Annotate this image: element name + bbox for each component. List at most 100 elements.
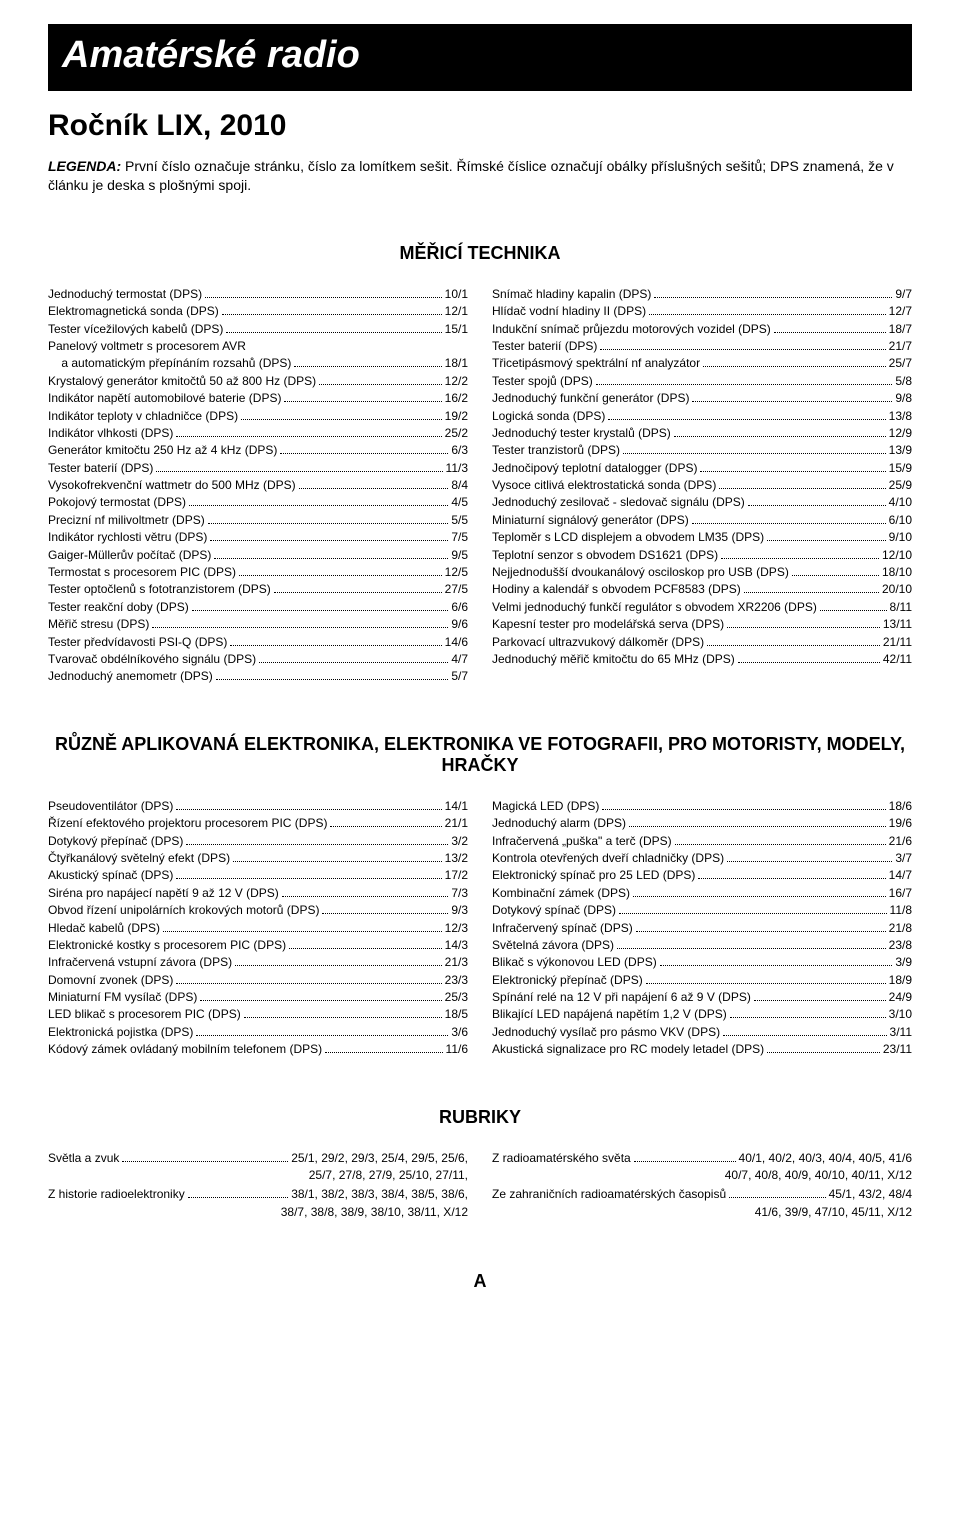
toc-entry-page: 3/11 [890,1024,912,1041]
toc-entry-label: Pseudoventilátor (DPS) [48,798,173,815]
toc-entry-label: Vysoce citlivá elektrostatická sonda (DP… [492,477,716,494]
toc-entry: a automatickým přepínáním rozsahů (DPS) … [48,355,468,372]
toc-dots [654,297,892,298]
toc-entry: Krystalový generátor kmitočtů 50 až 800 … [48,373,468,390]
toc-entry: Precizní nf milivoltmetr (DPS) 5/5 [48,512,468,529]
footer-letter: A [48,1271,912,1292]
rubriky-pages: 40/1, 40/2, 40/3, 40/4, 40/5, 41/6 [739,1150,912,1167]
rubriky-pages: 38/1, 38/2, 38/3, 38/4, 38/5, 38/6, [291,1186,468,1203]
toc-entry-page: 3/10 [889,1006,912,1023]
toc-entry-page: 25/7 [889,355,912,372]
toc-entry: Vysoce citlivá elektrostatická sonda (DP… [492,477,912,494]
toc-entry-page: 9/5 [451,547,468,564]
toc-entry-page: 18/7 [889,321,912,338]
toc-entry-page: 3/9 [895,954,912,971]
toc-entry: Jednoduchý tester krystalů (DPS) 12/9 [492,425,912,442]
toc-entry-label: Jednočipový teplotní datalogger (DPS) [492,460,697,477]
rubriky-pages-cont: 25/7, 27/8, 27/9, 25/10, 27/11, [48,1167,468,1184]
toc-entry-label: Miniaturní signálový generátor (DPS) [492,512,689,529]
toc-entry: Gaiger-Müllerův počítač (DPS) 9/5 [48,547,468,564]
toc-dots [282,896,449,897]
toc-entry-label: Akustická signalizace pro RC modely leta… [492,1041,764,1058]
toc-dots [727,627,880,628]
toc-entry-label: Krystalový generátor kmitočtů 50 až 800 … [48,373,316,390]
toc-entry-page: 23/3 [445,972,468,989]
toc-dots [623,453,886,454]
toc-dots [767,1052,880,1053]
toc-entry-label: Termostat s procesorem PIC (DPS) [48,564,236,581]
toc-entry-label: Hledač kabelů (DPS) [48,920,160,937]
toc-dots [792,575,879,576]
toc-dots [646,983,886,984]
toc-entry-label: Tester reakční doby (DPS) [48,599,189,616]
toc-entry: Dotykový přepínač (DPS) 3/2 [48,833,468,850]
toc-dots [619,913,886,914]
toc-dots [163,931,442,932]
rubriky-lead: Z historie radioelektroniky [48,1186,185,1203]
toc-entry-page: 14/7 [889,867,912,884]
toc-dots [325,1052,442,1053]
toc-dots [767,540,886,541]
toc-dots [222,314,442,315]
toc-entry-label: Elektromagnetická sonda (DPS) [48,303,219,320]
toc-entry: Magická LED (DPS) 18/6 [492,798,912,815]
toc-entry: Generátor kmitočtu 250 Hz až 4 kHz (DPS)… [48,442,468,459]
toc-dots [649,314,886,315]
toc-entry-page: 12/3 [445,920,468,937]
toc-entry: Indikátor rychlosti větru (DPS) 7/5 [48,529,468,546]
toc-entry: Siréna pro napájecí napětí 9 až 12 V (DP… [48,885,468,902]
toc-entry-page: 24/9 [889,989,912,1006]
toc-entry: Tester tranzistorů (DPS) 13/9 [492,442,912,459]
rubriky-pages-cont: 38/7, 38/8, 38/9, 38/10, 38/11, X/12 [48,1204,468,1221]
toc-entry: Indukční snímač průjezdu motorových vozi… [492,321,912,338]
toc-entry-page: 23/11 [883,1041,912,1058]
toc-entry-label: Teploměr s LCD displejem a obvodem LM35 … [492,529,764,546]
toc-entry-page: 3/2 [451,833,468,850]
toc-entry-page: 16/7 [889,885,912,902]
toc-entry: Elektronický přepínač (DPS) 18/9 [492,972,912,989]
toc-entry: LED blikač s procesorem PIC (DPS) 18/5 [48,1006,468,1023]
toc-entry-label: Jednoduchý funkční generátor (DPS) [492,390,689,407]
toc-entry: Spínání relé na 12 V při napájení 6 až 9… [492,989,912,1006]
toc-entry-page: 21/7 [889,338,912,355]
toc-dots [707,645,880,646]
toc-entry-page: 13/2 [445,850,468,867]
toc-entry-label: Tester optočlenů s fototranzistorem (DPS… [48,581,271,598]
toc-entry: Panelový voltmetr s procesorem AVR [48,338,468,355]
toc-entry-page: 21/3 [445,954,468,971]
toc-entry-page: 16/2 [445,390,468,407]
toc-entry-page: 4/7 [451,651,468,668]
toc-dots [208,523,449,524]
toc-entry: Jednoduchý anemometr (DPS) 5/7 [48,668,468,685]
toc-entry-label: Čtyřkanálový světelný efekt (DPS) [48,850,230,867]
toc-entry-page: 11/8 [890,902,912,919]
toc-dots [738,662,880,663]
toc-entry: Parkovací ultrazvukový dálkoměr (DPS) 21… [492,634,912,651]
toc-dots [233,861,442,862]
toc-dots [754,1000,886,1001]
toc-dots [675,844,886,845]
toc-dots [730,1017,886,1018]
toc-entry-label: Logická sonda (DPS) [492,408,605,425]
toc-entry-label: Tester spojů (DPS) [492,373,593,390]
toc-entry: Hledač kabelů (DPS) 12/3 [48,920,468,937]
toc-dots [210,540,448,541]
toc-entry-label: Vysokofrekvenční wattmetr do 500 MHz (DP… [48,477,296,494]
toc-dots [176,436,441,437]
toc-entry-label: Indikátor rychlosti větru (DPS) [48,529,207,546]
toc-entry: Jednoduchý alarm (DPS) 19/6 [492,815,912,832]
toc-entry: Domovní zvonek (DPS) 23/3 [48,972,468,989]
legenda-text: První číslo označuje stránku, číslo za l… [48,158,894,193]
rubriky-pages-cont: 40/7, 40/8, 40/9, 40/10, 40/11, X/12 [492,1167,912,1184]
toc-entry-page: 42/11 [883,651,912,668]
rubriky-entry: Světla a zvuk 25/1, 29/2, 29/3, 25/4, 29… [48,1150,468,1185]
toc-dots [692,401,892,402]
toc-entry: Čtyřkanálový světelný efekt (DPS) 13/2 [48,850,468,867]
toc-entry-label: Kapesní tester pro modelářská serva (DPS… [492,616,724,633]
toc-entry-label: LED blikač s procesorem PIC (DPS) [48,1006,241,1023]
toc-entry-page: 11/6 [446,1041,468,1058]
toc-entry-page: 4/5 [451,494,468,511]
toc-entry: Tester vícežilových kabelů (DPS) 15/1 [48,321,468,338]
toc-entry-page: 6/6 [451,599,468,616]
toc-entry: Akustická signalizace pro RC modely leta… [492,1041,912,1058]
